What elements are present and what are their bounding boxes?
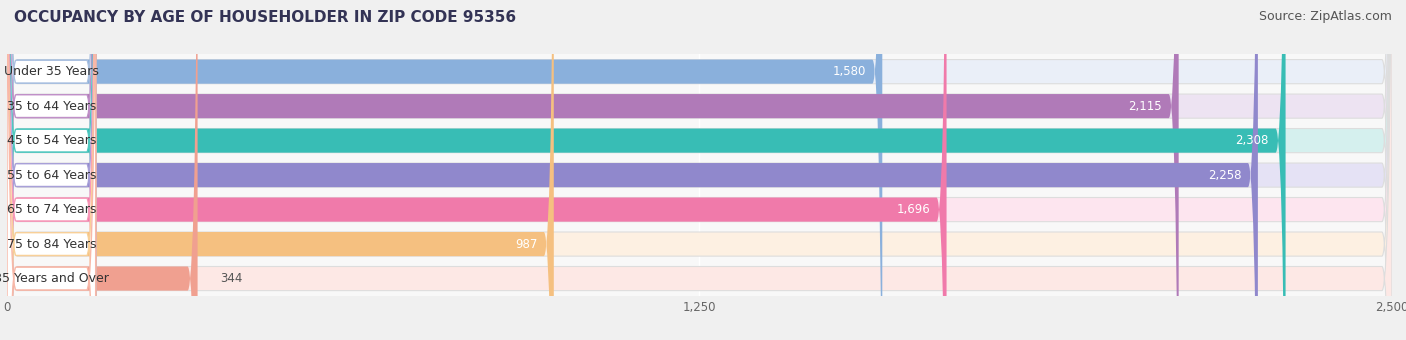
Text: 1,580: 1,580: [832, 65, 866, 78]
Text: 75 to 84 Years: 75 to 84 Years: [7, 238, 96, 251]
FancyBboxPatch shape: [7, 0, 554, 340]
FancyBboxPatch shape: [7, 0, 1178, 340]
FancyBboxPatch shape: [7, 0, 1392, 340]
FancyBboxPatch shape: [7, 0, 96, 340]
FancyBboxPatch shape: [7, 0, 1392, 340]
Text: 85 Years and Over: 85 Years and Over: [0, 272, 108, 285]
Text: 987: 987: [515, 238, 537, 251]
Text: Under 35 Years: Under 35 Years: [4, 65, 98, 78]
FancyBboxPatch shape: [7, 0, 1285, 340]
FancyBboxPatch shape: [7, 0, 1258, 340]
Text: 2,308: 2,308: [1236, 134, 1270, 147]
FancyBboxPatch shape: [7, 0, 96, 340]
FancyBboxPatch shape: [7, 0, 1392, 340]
Text: 2,258: 2,258: [1208, 169, 1241, 182]
Text: 65 to 74 Years: 65 to 74 Years: [7, 203, 96, 216]
FancyBboxPatch shape: [7, 0, 96, 340]
FancyBboxPatch shape: [7, 0, 1392, 340]
Text: OCCUPANCY BY AGE OF HOUSEHOLDER IN ZIP CODE 95356: OCCUPANCY BY AGE OF HOUSEHOLDER IN ZIP C…: [14, 10, 516, 25]
FancyBboxPatch shape: [7, 0, 198, 340]
FancyBboxPatch shape: [7, 0, 96, 340]
Text: 55 to 64 Years: 55 to 64 Years: [7, 169, 96, 182]
FancyBboxPatch shape: [7, 0, 96, 340]
FancyBboxPatch shape: [7, 0, 96, 340]
Text: 2,115: 2,115: [1129, 100, 1161, 113]
Text: 35 to 44 Years: 35 to 44 Years: [7, 100, 96, 113]
FancyBboxPatch shape: [7, 0, 883, 340]
Text: Source: ZipAtlas.com: Source: ZipAtlas.com: [1258, 10, 1392, 23]
FancyBboxPatch shape: [7, 0, 1392, 340]
Text: 45 to 54 Years: 45 to 54 Years: [7, 134, 96, 147]
FancyBboxPatch shape: [7, 0, 946, 340]
Text: 344: 344: [219, 272, 242, 285]
FancyBboxPatch shape: [7, 0, 96, 340]
Text: 1,696: 1,696: [896, 203, 929, 216]
FancyBboxPatch shape: [7, 0, 1392, 340]
FancyBboxPatch shape: [7, 0, 1392, 340]
